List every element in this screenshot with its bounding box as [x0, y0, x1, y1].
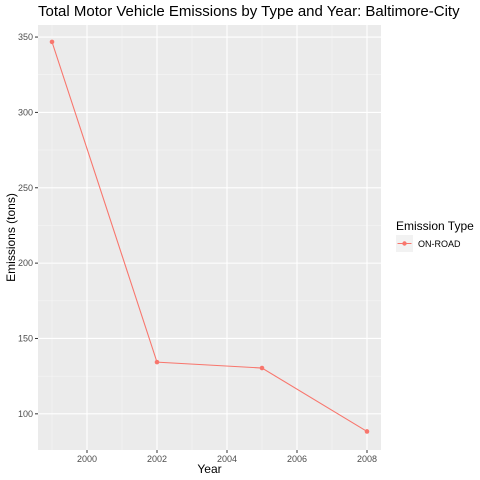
x-axis-title: Year — [197, 462, 221, 476]
y-tick-label: 200 — [18, 258, 33, 268]
x-tick-label: 2004 — [217, 454, 237, 464]
series-line-on-road — [51, 41, 368, 432]
data-point — [364, 429, 370, 434]
y-axis-title: Emissions (tons) — [4, 193, 18, 282]
legend-title: Emission Type — [396, 219, 474, 233]
legend: Emission Type ON-ROAD — [396, 219, 474, 252]
data-point — [259, 365, 265, 371]
x-axis: 2000 2002 2004 2006 2008 — [77, 450, 377, 464]
y-axis: 100 150 200 250 300 350 — [18, 32, 38, 419]
x-tick-label: 2006 — [287, 454, 307, 464]
y-tick-label: 300 — [18, 107, 33, 117]
y-tick-label: 100 — [18, 409, 33, 419]
series-layer — [49, 39, 370, 434]
y-tick-label: 150 — [18, 333, 33, 343]
data-point — [49, 39, 55, 45]
major-gridlines — [38, 25, 381, 450]
data-point — [154, 359, 160, 365]
y-tick-label: 250 — [18, 183, 33, 193]
x-tick-label: 2008 — [357, 454, 377, 464]
x-tick-label: 2000 — [77, 454, 97, 464]
legend-key-point — [402, 241, 407, 246]
legend-label-on-road: ON-ROAD — [418, 239, 461, 249]
chart-title: Total Motor Vehicle Emissions by Type an… — [38, 3, 460, 20]
plot-panel — [38, 25, 381, 450]
x-tick-label: 2002 — [147, 454, 167, 464]
y-tick-label: 350 — [18, 32, 33, 42]
minor-gridlines — [38, 25, 381, 450]
